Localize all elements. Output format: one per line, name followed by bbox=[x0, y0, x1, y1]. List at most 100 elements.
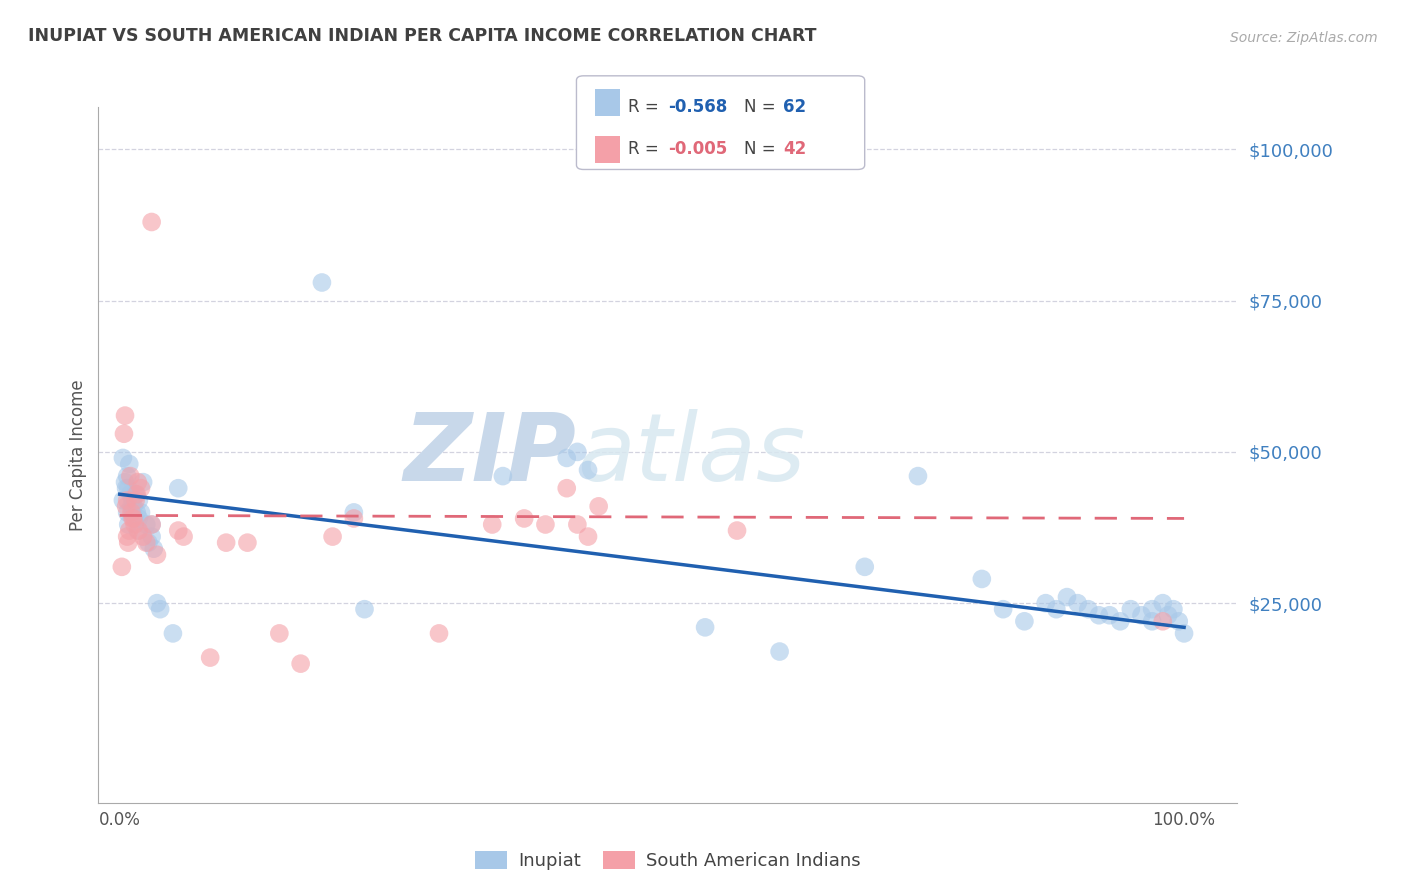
Point bbox=[1035, 596, 1057, 610]
Point bbox=[114, 475, 136, 490]
Point bbox=[141, 517, 163, 532]
Point bbox=[215, 535, 238, 549]
Point bbox=[555, 481, 578, 495]
Point bbox=[141, 215, 163, 229]
Point bbox=[588, 500, 610, 514]
Point bbox=[115, 500, 138, 514]
Point bbox=[1077, 602, 1099, 616]
Point bbox=[120, 505, 142, 519]
Point bbox=[128, 493, 150, 508]
Point bbox=[122, 511, 145, 525]
Point bbox=[127, 524, 149, 538]
Point bbox=[693, 620, 716, 634]
Point bbox=[117, 535, 139, 549]
Point bbox=[121, 493, 143, 508]
Text: N =: N = bbox=[744, 140, 780, 158]
Point bbox=[1098, 608, 1121, 623]
Point bbox=[991, 602, 1014, 616]
Text: 62: 62 bbox=[783, 98, 806, 116]
Point bbox=[121, 505, 143, 519]
Point bbox=[111, 559, 134, 574]
Point bbox=[534, 517, 557, 532]
Point bbox=[124, 517, 146, 532]
Text: 42: 42 bbox=[783, 140, 807, 158]
Point bbox=[567, 445, 589, 459]
Point bbox=[1014, 615, 1036, 629]
Point bbox=[353, 602, 375, 616]
Point bbox=[1056, 590, 1078, 604]
Point bbox=[481, 517, 503, 532]
Point bbox=[1152, 615, 1174, 629]
Point bbox=[135, 535, 157, 549]
Point bbox=[567, 517, 589, 532]
Text: N =: N = bbox=[744, 98, 780, 116]
Point bbox=[118, 457, 141, 471]
Point bbox=[1140, 615, 1163, 629]
Point bbox=[115, 505, 138, 519]
Point bbox=[120, 500, 142, 514]
Point bbox=[555, 450, 578, 465]
Point bbox=[128, 524, 150, 538]
Point bbox=[853, 559, 876, 574]
Point bbox=[343, 505, 366, 519]
Point bbox=[1066, 596, 1088, 610]
Point bbox=[138, 535, 160, 549]
Point bbox=[115, 469, 138, 483]
Text: INUPIAT VS SOUTH AMERICAN INDIAN PER CAPITA INCOME CORRELATION CHART: INUPIAT VS SOUTH AMERICAN INDIAN PER CAP… bbox=[28, 27, 817, 45]
Point bbox=[1167, 615, 1189, 629]
Point bbox=[427, 626, 450, 640]
Point bbox=[162, 626, 184, 640]
Text: atlas: atlas bbox=[576, 409, 806, 500]
Point bbox=[907, 469, 929, 483]
Point bbox=[1163, 602, 1185, 616]
Point bbox=[146, 548, 169, 562]
Point bbox=[167, 481, 190, 495]
Point bbox=[129, 481, 152, 495]
Point bbox=[115, 530, 138, 544]
Point bbox=[513, 511, 536, 525]
Point bbox=[141, 530, 163, 544]
Point bbox=[768, 644, 790, 658]
Point bbox=[114, 409, 136, 423]
Point bbox=[125, 487, 148, 501]
Point bbox=[121, 511, 143, 525]
Point bbox=[311, 276, 333, 290]
Point bbox=[236, 535, 259, 549]
Point bbox=[135, 517, 157, 532]
Point bbox=[970, 572, 993, 586]
Point bbox=[115, 481, 138, 495]
Point bbox=[132, 530, 155, 544]
Point bbox=[322, 530, 344, 544]
Point bbox=[122, 500, 145, 514]
Point bbox=[112, 426, 135, 441]
Point bbox=[1109, 615, 1132, 629]
Point bbox=[128, 511, 150, 525]
Point bbox=[269, 626, 291, 640]
Point bbox=[132, 475, 155, 490]
Point bbox=[124, 511, 146, 525]
Point bbox=[725, 524, 748, 538]
Point bbox=[576, 530, 599, 544]
Point bbox=[124, 487, 146, 501]
Point bbox=[118, 524, 141, 538]
Point bbox=[167, 524, 190, 538]
Point bbox=[117, 481, 139, 495]
Point bbox=[127, 475, 149, 490]
Point bbox=[1140, 602, 1163, 616]
Point bbox=[198, 650, 221, 665]
Point bbox=[1045, 602, 1067, 616]
Legend: Inupiat, South American Indians: Inupiat, South American Indians bbox=[468, 844, 868, 877]
Point bbox=[146, 596, 169, 610]
Text: R =: R = bbox=[628, 98, 665, 116]
Point bbox=[576, 463, 599, 477]
Point bbox=[115, 493, 138, 508]
Point bbox=[124, 493, 146, 508]
Point bbox=[142, 541, 165, 556]
Point bbox=[129, 505, 152, 519]
Text: Source: ZipAtlas.com: Source: ZipAtlas.com bbox=[1230, 30, 1378, 45]
Point bbox=[1130, 608, 1153, 623]
Point bbox=[1157, 608, 1180, 623]
Point bbox=[290, 657, 312, 671]
Point bbox=[120, 487, 142, 501]
Text: R =: R = bbox=[628, 140, 665, 158]
